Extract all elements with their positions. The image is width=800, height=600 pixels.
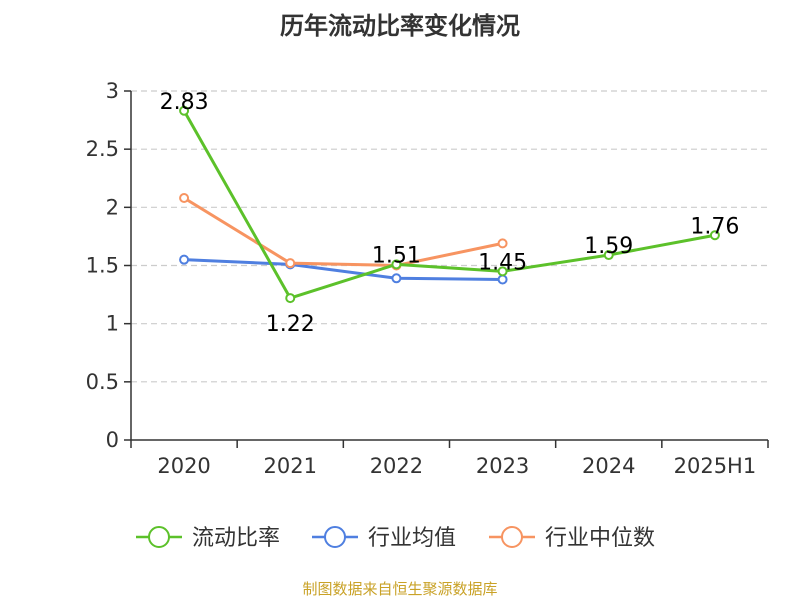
legend-label-0: 流动比率: [192, 526, 280, 551]
legend-label-2: 行业中位数: [545, 526, 655, 551]
y-tick-label: 1: [106, 312, 119, 336]
x-tick-label-2024: 2024: [582, 454, 635, 478]
series-0-point: [391, 259, 402, 270]
y-tick-label: 0: [106, 428, 119, 452]
series-0-point: [603, 250, 614, 261]
series-2-point: [179, 193, 190, 204]
legend-marker-0: [148, 526, 170, 548]
y-tick-label: 1.5: [86, 254, 119, 278]
source-note: 制图数据来自恒生聚源数据库: [302, 580, 498, 598]
series-1-point: [497, 274, 508, 285]
data-label-2022: 1.51: [372, 243, 421, 268]
series-0-point: [285, 293, 296, 304]
x-tick-label-2022: 2022: [370, 454, 423, 478]
x-tick-label-2025H1: 2025H1: [674, 454, 757, 478]
series-line-0: [182, 110, 716, 300]
x-tick-label-2021: 2021: [264, 454, 317, 478]
series-0-point: [179, 105, 190, 116]
data-label-2020: 2.83: [160, 90, 209, 115]
series-1-point: [179, 254, 190, 265]
series-line-1: [184, 258, 503, 281]
data-label-2021: 1.22: [266, 312, 315, 337]
data-label-2023: 1.45: [478, 250, 527, 275]
y-tick-label: 0.5: [86, 370, 119, 394]
legend-marker-1: [324, 526, 346, 548]
legend-label-1: 行业均值: [368, 526, 456, 551]
data-label-2024: 1.59: [584, 234, 633, 259]
legend-marker-2: [501, 526, 523, 548]
y-tick-label: 2.5: [86, 137, 119, 161]
x-tick-label-2020: 2020: [157, 454, 210, 478]
data-label-2025H1: 1.76: [690, 214, 739, 239]
x-tick-label-2023: 2023: [476, 454, 529, 478]
series-line-2: [183, 196, 503, 267]
chart-title: 历年流动比率变化情况: [280, 12, 520, 40]
series-2-point: [497, 238, 508, 249]
y-tick-label: 3: [106, 79, 119, 103]
series-0-point: [709, 230, 720, 241]
y-tick-label: 2: [106, 195, 119, 219]
series-2-point: [285, 258, 296, 269]
series-1-point: [391, 273, 402, 284]
series-0-point: [497, 266, 508, 277]
